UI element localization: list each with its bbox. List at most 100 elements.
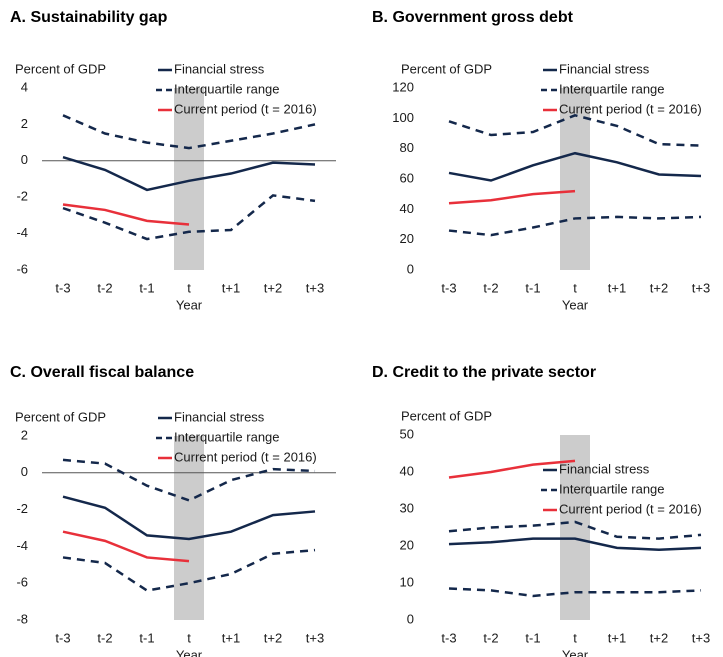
y-tick-label: -6 [16, 575, 28, 590]
series-line [62, 530, 190, 563]
x-tick-label: t+2 [264, 630, 282, 645]
x-tick-label: t-1 [525, 280, 540, 295]
legend-label: Financial stress [559, 461, 650, 476]
legend-label: Current period (t = 2016) [174, 449, 317, 464]
legend-label: Interquartile range [174, 429, 280, 444]
x-tick-label: t [573, 630, 577, 645]
x-tick-label: t+1 [222, 630, 240, 645]
y-tick-label: 0 [21, 464, 28, 479]
range-upper-line [448, 520, 702, 540]
x-tick-label: t [187, 630, 191, 645]
x-tick-label: t-3 [441, 630, 456, 645]
y-tick-label: 20 [400, 231, 414, 246]
panel-title: D. Credit to the private sector [372, 364, 596, 381]
x-tick-label: t+2 [650, 280, 668, 295]
y-tick-label: 20 [400, 537, 414, 552]
legend-label: Financial stress [174, 409, 265, 424]
y-tick-label: 4 [21, 79, 28, 94]
y-tick-label: -2 [16, 189, 28, 204]
x-tick-label: t+1 [608, 280, 626, 295]
x-tick-label: t-2 [483, 280, 498, 295]
y-tick-label: 0 [407, 611, 414, 626]
x-tick-label: t [573, 280, 577, 295]
series-line [448, 189, 576, 205]
x-axis-label: Year [562, 647, 589, 657]
y-tick-label: 0 [407, 261, 414, 276]
x-tick-label: t-1 [139, 630, 154, 645]
range-lower-line [62, 548, 316, 592]
y-tick-label: 2 [21, 427, 28, 442]
x-tick-label: t+1 [608, 630, 626, 645]
series-line [448, 537, 702, 551]
x-tick-label: t-3 [441, 280, 456, 295]
x-axis-label: Year [176, 297, 203, 312]
legend-label: Current period (t = 2016) [174, 101, 317, 116]
legend-label: Current period (t = 2016) [559, 501, 702, 516]
range-lower-line [448, 587, 702, 598]
y-tick-label: 120 [392, 79, 414, 94]
y-tick-label: 10 [400, 574, 414, 589]
x-axis-label: Year [176, 647, 203, 657]
x-tick-label: t-2 [97, 280, 112, 295]
x-tick-label: t+3 [306, 630, 324, 645]
panel: B. Government gross debt Percent of GDP 0 2… [372, 9, 710, 312]
y-tick-label: 60 [400, 170, 414, 185]
range-upper-line [62, 114, 316, 150]
y-tick-label: 30 [400, 500, 414, 515]
y-tick-label: -2 [16, 501, 28, 516]
x-tick-label: t-1 [525, 630, 540, 645]
panel-title: A. Sustainability gap [10, 9, 168, 26]
legend-label: Current period (t = 2016) [559, 101, 702, 116]
legend-label: Interquartile range [559, 481, 665, 496]
series-line [62, 155, 316, 192]
y-tick-label: 100 [392, 110, 414, 125]
x-tick-label: t-1 [139, 280, 154, 295]
highlight-band [174, 436, 204, 620]
y-axis-label: Percent of GDP [15, 409, 106, 424]
y-tick-label: 0 [21, 152, 28, 167]
legend-label: Financial stress [559, 61, 650, 76]
y-tick-label: -4 [16, 225, 28, 240]
y-tick-label: 40 [400, 463, 414, 478]
x-tick-label: t-3 [55, 630, 70, 645]
x-tick-label: t+1 [222, 280, 240, 295]
range-lower-line [62, 194, 316, 241]
x-tick-label: t-2 [97, 630, 112, 645]
y-tick-label: 40 [400, 201, 414, 216]
x-tick-label: t-3 [55, 280, 70, 295]
y-tick-label: 80 [400, 140, 414, 155]
y-tick-label: -8 [16, 611, 28, 626]
x-tick-label: t+3 [692, 280, 710, 295]
y-tick-label: -6 [16, 261, 28, 276]
range-upper-line [448, 113, 702, 147]
x-tick-label: t+3 [306, 280, 324, 295]
y-tick-label: -4 [16, 538, 28, 553]
y-axis-label: Percent of GDP [401, 61, 492, 76]
series-line [62, 203, 190, 226]
x-tick-label: t-2 [483, 630, 498, 645]
y-axis-label: Percent of GDP [15, 61, 106, 76]
range-lower-line [448, 215, 702, 237]
legend-label: Interquartile range [559, 81, 665, 96]
y-axis-label: Percent of GDP [401, 408, 492, 423]
y-tick-label: 2 [21, 116, 28, 131]
y-tick-label: 50 [400, 426, 414, 441]
series-line [448, 151, 702, 182]
series-line [448, 459, 576, 479]
panel: A. Sustainability gap Percent of GDP -6 -4 -… [10, 9, 336, 312]
panel-title: C. Overall fiscal balance [10, 364, 194, 381]
legend-label: Interquartile range [174, 81, 280, 96]
x-axis-label: Year [562, 297, 589, 312]
x-tick-label: t+2 [264, 280, 282, 295]
range-upper-line [62, 458, 316, 502]
panel: C. Overall fiscal balance Percent of GDP -… [10, 364, 336, 657]
legend-label: Financial stress [174, 61, 265, 76]
panel: D. Credit to the private sector Percent o… [372, 364, 710, 657]
x-tick-label: t+2 [650, 630, 668, 645]
x-tick-label: t+3 [692, 630, 710, 645]
highlight-band [560, 435, 590, 620]
series-line [62, 495, 316, 541]
x-tick-label: t [187, 280, 191, 295]
panel-title: B. Government gross debt [372, 9, 574, 26]
